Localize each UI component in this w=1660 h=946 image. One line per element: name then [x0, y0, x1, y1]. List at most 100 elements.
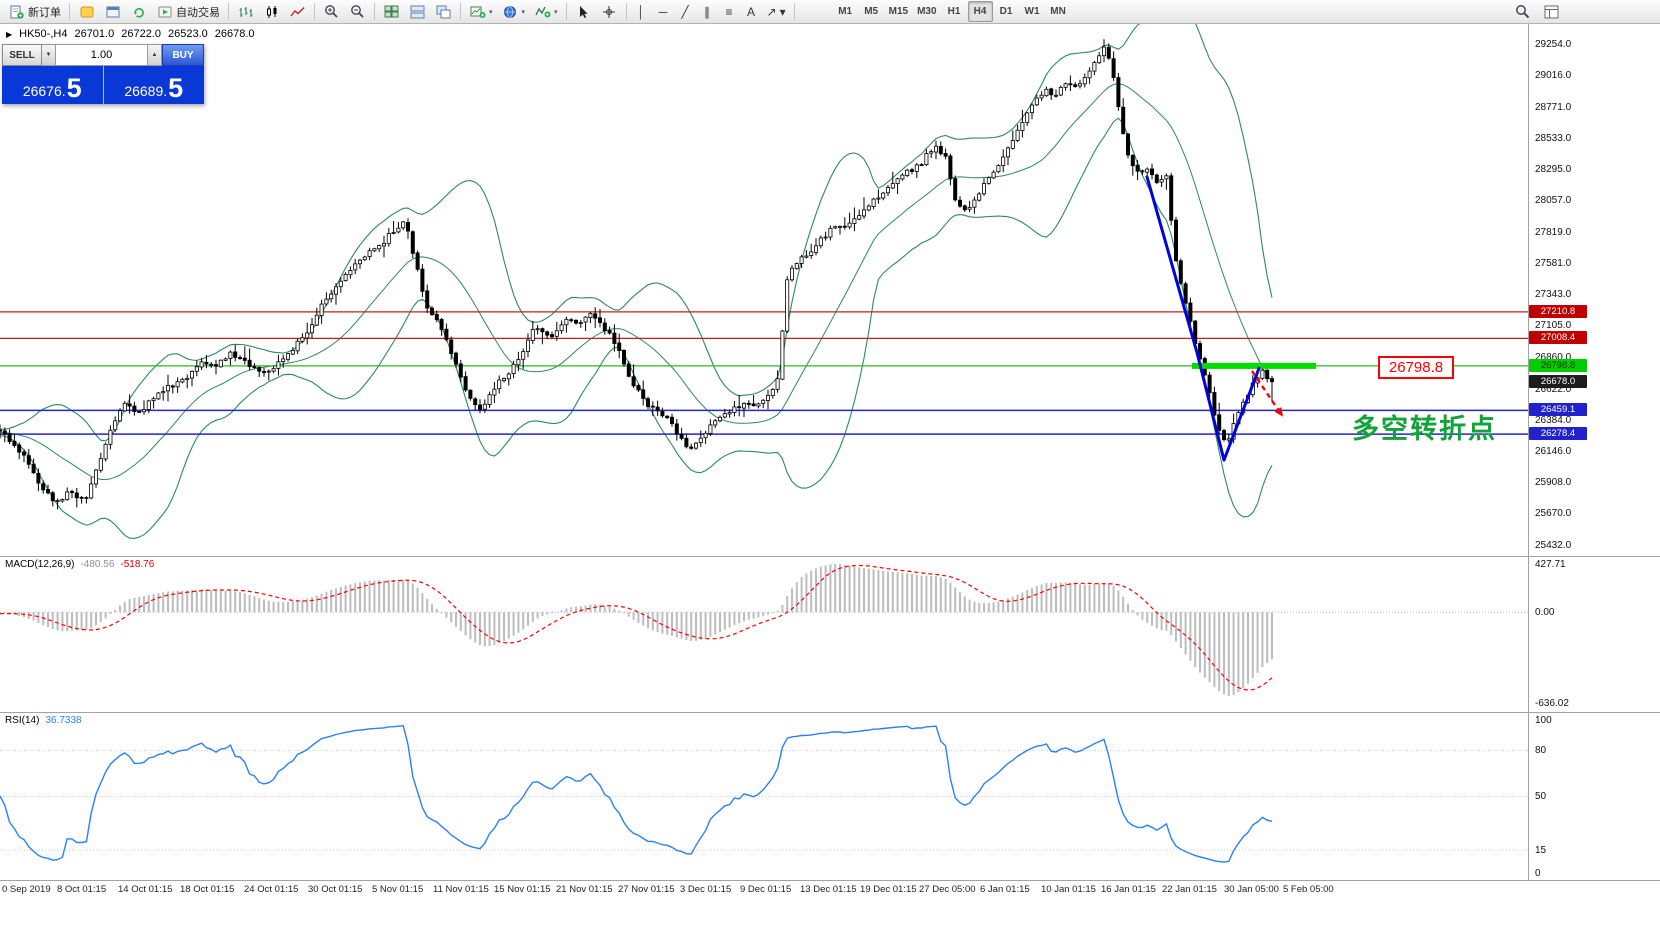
- new-order-icon: [8, 4, 25, 20]
- timeframe-w1-button[interactable]: W1: [1024, 6, 1040, 17]
- time-axis-label: 6 Jan 01:15: [980, 884, 1030, 895]
- vertical-line-button[interactable]: │: [631, 1, 652, 22]
- price-tick-label: 27105.0: [1535, 320, 1572, 332]
- main-chart[interactable]: [0, 24, 1528, 556]
- crosshair-icon: [601, 4, 618, 20]
- horizontal-line-icon: ─: [658, 4, 668, 19]
- timeframe-m1-button[interactable]: M1: [838, 6, 853, 17]
- autotrading-icon: [156, 4, 173, 20]
- time-axis-label: 22 Jan 01:15: [1162, 884, 1217, 895]
- timeframe-mn-button[interactable]: MN: [1050, 6, 1066, 17]
- time-axis-label: 27 Nov 01:15: [618, 884, 675, 895]
- price-tick-label: 29254.0: [1535, 38, 1572, 50]
- cursor-icon: [575, 4, 592, 20]
- time-axis[interactable]: 0 Sep 2019 8 Oct 01:15 14 Oct 01:15 18 Oct …: [0, 881, 1660, 946]
- macd-value-main: -480.56: [80, 559, 115, 570]
- volume-decrement-button[interactable]: ▼: [42, 44, 56, 66]
- price-tick-label: 26384.0: [1535, 414, 1572, 426]
- buy-price-display[interactable]: 26689. 5: [104, 66, 205, 104]
- candlestick-chart-button[interactable]: [259, 1, 284, 22]
- price-tick-label: 28295.0: [1535, 164, 1572, 176]
- vertical-line-icon: │: [637, 4, 645, 19]
- crosshair-button[interactable]: [597, 1, 622, 22]
- toolbar: 新订单 自动交易 ▾ ▾ ▾ │ ─ ╱ ∥ ≡ A ↗ ▾ M1 M5 M15 M30…: [0, 0, 1660, 24]
- volume-input[interactable]: [56, 44, 148, 66]
- price-tick-label: 25432.0: [1535, 539, 1572, 551]
- new-chart-button[interactable]: ▾: [465, 1, 497, 22]
- text-tool-icon: A: [747, 4, 756, 19]
- zoom-in-button[interactable]: [319, 1, 344, 22]
- panel-separator[interactable]: [0, 712, 1660, 713]
- macd-header: MACD(12,26,9) -480.56 -518.76: [5, 559, 154, 570]
- window-list-button[interactable]: [1539, 1, 1564, 22]
- price-tick-label: 28771.0: [1535, 101, 1572, 113]
- sell-price-display[interactable]: 26676. 5: [2, 66, 103, 104]
- macd-value-signal: -518.76: [120, 559, 155, 570]
- arrange-windows-button[interactable]: [405, 1, 430, 22]
- price-level-badge: 26678.0: [1529, 374, 1587, 388]
- sell-price-pip: 5: [66, 73, 82, 103]
- rsi-tick-label: 100: [1535, 714, 1552, 726]
- sell-button[interactable]: SELL: [2, 44, 42, 66]
- terminal-button[interactable]: [100, 1, 125, 22]
- time-axis-label: 16 Jan 01:15: [1101, 884, 1156, 895]
- time-axis-label: 30 Jan 05:00: [1224, 884, 1279, 895]
- new-order-label: 新订单: [28, 6, 61, 19]
- price-scale-divider: [1528, 24, 1529, 880]
- refresh-icon: [130, 4, 147, 20]
- macd-title: MACD(12,26,9): [5, 559, 75, 570]
- bar-chart-button[interactable]: [233, 1, 258, 22]
- dropdown-icon: ▾: [489, 8, 493, 16]
- dropdown-icon: ▾: [554, 8, 558, 16]
- time-axis-label: 27 Dec 05:00: [919, 884, 976, 895]
- toolbar-separator: [69, 3, 70, 20]
- channel-button[interactable]: ∥: [697, 1, 718, 22]
- new-order-button[interactable]: 新订单: [4, 1, 65, 22]
- search-button[interactable]: [1510, 1, 1535, 22]
- rsi-tick-label: 50: [1535, 791, 1547, 802]
- indicators-button[interactable]: ▾: [530, 1, 562, 22]
- cascade-windows-button[interactable]: [431, 1, 456, 22]
- autotrading-button[interactable]: 自动交易: [152, 1, 224, 22]
- timeframe-m5-button[interactable]: M5: [864, 6, 879, 17]
- timeframe-m15-button[interactable]: M15: [888, 6, 909, 17]
- zoom-out-button[interactable]: [345, 1, 370, 22]
- arrows-tool-icon: ↗: [766, 4, 777, 19]
- refresh-button[interactable]: [126, 1, 151, 22]
- buy-price-main: 26689.: [124, 83, 168, 99]
- price-tick-label: 27581.0: [1535, 257, 1572, 269]
- buy-button[interactable]: BUY: [162, 44, 204, 66]
- price-level-badge: 26278.4: [1529, 427, 1587, 441]
- rsi-tick-label: 15: [1535, 844, 1547, 856]
- cascade-windows-icon: [435, 4, 452, 20]
- cursor-button[interactable]: [571, 1, 596, 22]
- macd-panel[interactable]: [0, 556, 1528, 712]
- annotation-note-cn[interactable]: 多空转折点: [1352, 414, 1497, 445]
- volume-increment-button[interactable]: ▲: [148, 44, 162, 66]
- line-chart-button[interactable]: [285, 1, 310, 22]
- dropdown-icon: ▾: [521, 8, 526, 16]
- price-level-badge: 26798.8: [1529, 358, 1587, 372]
- fibonacci-button[interactable]: ≡: [719, 1, 740, 22]
- window-list-icon: [1543, 4, 1560, 20]
- search-icon: [1514, 4, 1531, 20]
- timeframe-h1-button[interactable]: H1: [947, 6, 961, 17]
- timeframe-d1-button[interactable]: D1: [999, 6, 1013, 17]
- rsi-panel[interactable]: [0, 712, 1528, 880]
- timeframe-h4-button[interactable]: H4: [967, 1, 993, 22]
- trendline-button[interactable]: ╱: [675, 1, 696, 22]
- tile-windows-button[interactable]: [379, 1, 404, 22]
- metaeditor-button[interactable]: [74, 1, 99, 22]
- macd-scale-top: 427.71: [1535, 559, 1566, 570]
- profiles-button[interactable]: ▾: [498, 1, 530, 22]
- price-scale[interactable]: 427.71 0.00 -636.02 29254.0 29016.0 28771.…: [1528, 0, 1660, 946]
- level-callout-box[interactable]: 26798.8: [1378, 356, 1454, 379]
- arrows-tool-button[interactable]: ↗ ▾: [763, 1, 790, 22]
- text-tool-button[interactable]: A: [741, 1, 762, 22]
- macd-scale-bottom: -636.02: [1535, 698, 1569, 709]
- panel-separator[interactable]: [0, 556, 1660, 557]
- toolbar-separator: [314, 3, 315, 20]
- price-tick-label: 26146.0: [1535, 445, 1572, 457]
- timeframe-m30-button[interactable]: M30: [917, 6, 937, 17]
- horizontal-line-button[interactable]: ─: [653, 1, 674, 22]
